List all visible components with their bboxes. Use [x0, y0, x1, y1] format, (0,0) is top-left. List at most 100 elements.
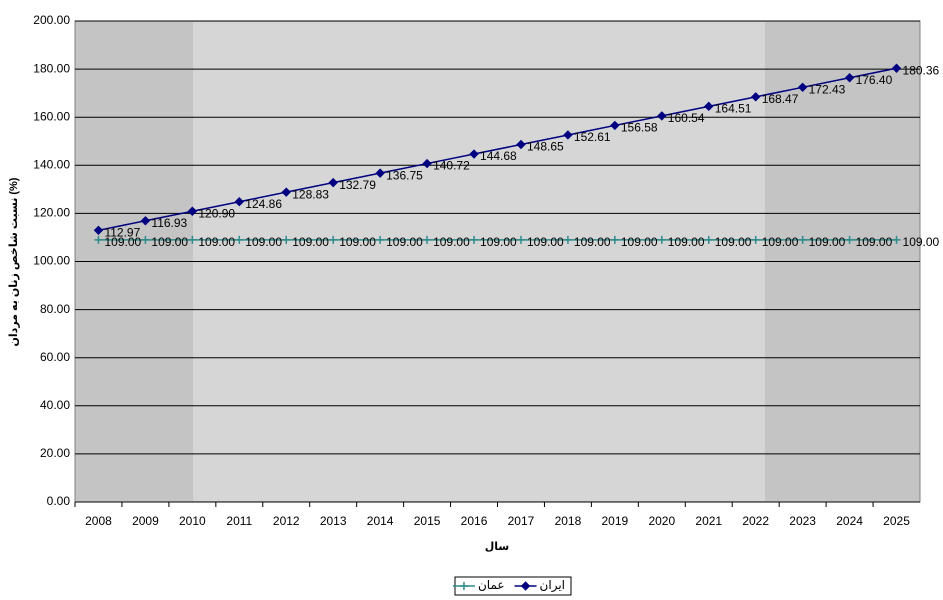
x-tick-label: 2021: [695, 514, 722, 528]
legend-label: ایران: [540, 578, 565, 593]
data-label: 109.00: [151, 235, 188, 249]
x-axis-title: سال: [485, 541, 510, 553]
data-point: [93, 225, 104, 236]
data-label: 176.40: [856, 73, 893, 87]
data-point: [422, 158, 432, 169]
data-point: [328, 177, 338, 188]
y-tick-label: 0.00: [47, 494, 71, 508]
data-point: [892, 235, 901, 244]
data-point: [469, 149, 479, 159]
data-point: [376, 235, 385, 244]
data-label: 109.00: [104, 235, 141, 249]
x-tick-label: 2016: [461, 514, 488, 528]
x-tick-label: 2022: [742, 514, 769, 528]
data-point: [516, 139, 526, 150]
data-label: 109.00: [198, 235, 235, 249]
data-label: 164.51: [715, 102, 752, 116]
x-tick-label: 2015: [414, 514, 441, 528]
data-label: 172.43: [809, 82, 846, 96]
x-tick-label: 2012: [273, 514, 300, 528]
data-label: 148.65: [527, 140, 564, 154]
data-point: [94, 235, 103, 244]
data-point: [281, 187, 291, 197]
data-point: [891, 63, 902, 73]
data-label: 144.68: [480, 149, 517, 163]
data-point: [516, 235, 525, 244]
data-label: 109.00: [668, 235, 705, 249]
y-tick-label: 160.00: [33, 109, 70, 123]
data-label: 152.61: [574, 130, 611, 144]
data-label: 128.83: [292, 187, 329, 201]
data-point: [657, 235, 666, 244]
y-tick-label: 180.00: [33, 61, 70, 75]
data-point: [798, 235, 807, 244]
data-point: [188, 235, 197, 244]
data-label: 109.00: [527, 235, 564, 249]
x-tick-label: 2025: [883, 514, 910, 528]
data-label: 112.97: [104, 225, 140, 239]
data-label: 116.93: [151, 216, 187, 230]
x-tick-label: 2014: [367, 514, 394, 528]
x-tick-label: 2010: [179, 514, 206, 528]
data-label: 140.72: [433, 159, 470, 173]
data-point: [423, 235, 432, 244]
y-tick-label: 20.00: [40, 446, 70, 460]
data-label: 120.90: [198, 206, 235, 220]
y-tick-label: 80.00: [40, 302, 70, 316]
legend-label: عمان: [478, 578, 505, 592]
x-tick-label: 2009: [132, 514, 159, 528]
data-label: 109.00: [856, 235, 893, 249]
data-label: 109.00: [715, 235, 752, 249]
data-point: [704, 235, 713, 244]
x-tick-label: 2024: [836, 514, 863, 528]
data-label: 109.00: [574, 235, 611, 249]
data-label: 124.86: [245, 197, 282, 211]
data-point: [750, 92, 761, 102]
data-label: 109.00: [621, 235, 658, 249]
y-tick-label: 60.00: [40, 350, 70, 364]
data-point: [610, 235, 619, 244]
data-label: 109.00: [292, 235, 329, 249]
legend-marker: [459, 582, 468, 590]
x-tick-label: 2020: [648, 514, 675, 528]
data-point: [704, 101, 714, 112]
data-point: [329, 235, 338, 244]
data-label: 160.54: [668, 111, 705, 125]
data-point: [140, 216, 151, 226]
y-tick-label: 120.00: [33, 206, 70, 220]
y-tick-label: 100.00: [33, 254, 70, 268]
data-label: 132.79: [339, 178, 376, 192]
data-label: 109.00: [809, 235, 846, 249]
data-label: 156.58: [621, 121, 658, 135]
data-point: [282, 235, 291, 244]
data-point: [235, 235, 244, 244]
data-point: [610, 120, 620, 131]
data-label: 168.47: [762, 92, 799, 106]
x-tick-label: 2017: [508, 514, 535, 528]
data-point: [234, 197, 245, 207]
x-tick-label: 2011: [226, 514, 252, 528]
x-tick-label: 2008: [85, 514, 112, 528]
data-point: [845, 235, 854, 244]
data-label: 109.00: [433, 235, 470, 249]
x-tick-label: 2018: [555, 514, 582, 528]
data-point: [563, 235, 572, 244]
data-point: [375, 168, 385, 178]
data-point: [563, 130, 573, 140]
y-tick-label: 200.00: [33, 13, 70, 27]
x-tick-label: 2023: [789, 514, 816, 528]
data-point: [141, 235, 150, 244]
data-point: [187, 206, 198, 216]
data-point: [751, 235, 760, 244]
legend-marker: [520, 581, 531, 591]
data-label: 109.00: [903, 235, 940, 249]
data-label: 109.00: [762, 235, 799, 249]
data-label: 109.00: [339, 235, 376, 249]
y-axis-title: نسبت شاخص زنان به مردان (%): [8, 177, 20, 346]
data-label: 109.00: [480, 235, 517, 249]
series-line: [98, 67, 897, 232]
data-point: [844, 73, 855, 83]
x-tick-label: 2013: [320, 514, 347, 528]
data-label: 109.00: [386, 235, 423, 249]
